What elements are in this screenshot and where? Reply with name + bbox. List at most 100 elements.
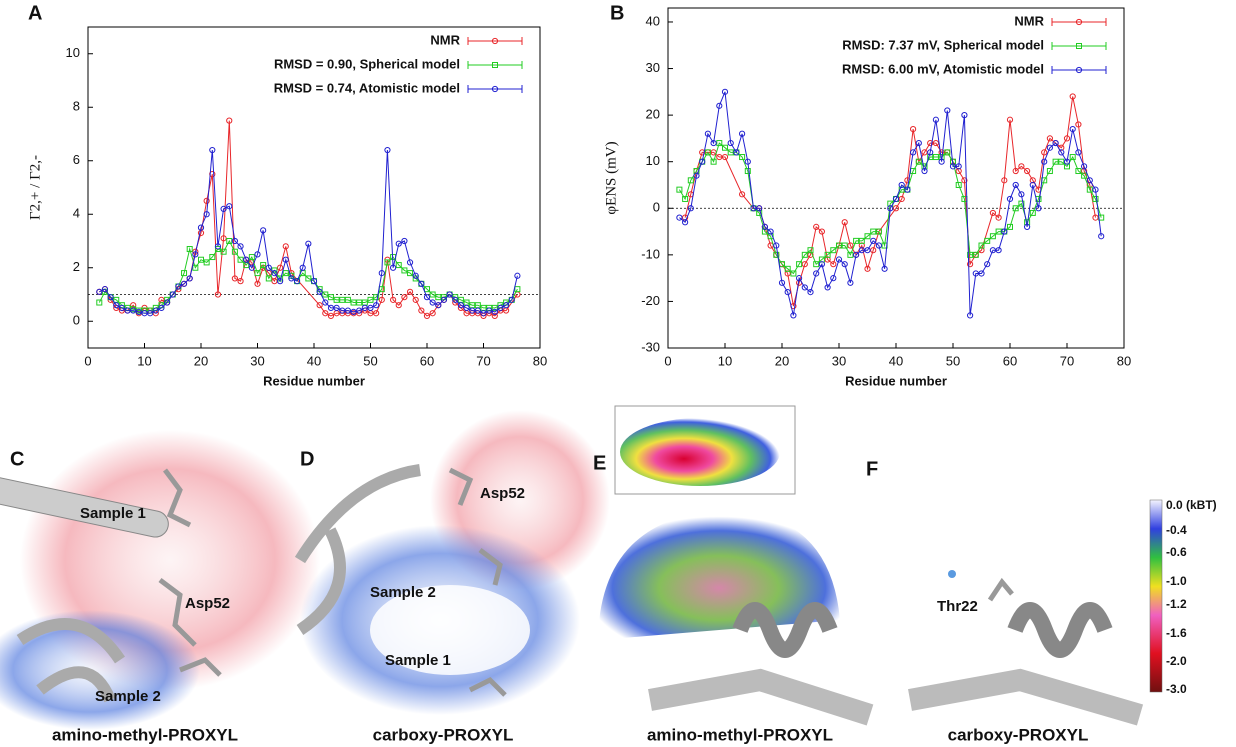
marker (248, 264, 255, 271)
marker (1041, 149, 1048, 156)
colorbar-label: -1.2 (1166, 597, 1187, 611)
marker (1075, 121, 1082, 128)
marker (231, 275, 238, 282)
helix (0, 476, 169, 538)
marker (1012, 181, 1019, 189)
density-cloud (0, 610, 200, 730)
marker (209, 254, 216, 261)
colorbar-label: -0.4 (1166, 523, 1187, 537)
marker (995, 214, 1002, 221)
marker (778, 279, 786, 286)
marker (158, 304, 165, 311)
x-tick-label: 80 (533, 353, 547, 368)
y-tick-label: 2 (73, 259, 80, 274)
marker (1058, 158, 1065, 165)
marker (739, 154, 746, 161)
x-tick-label: 30 (250, 353, 264, 368)
marker (836, 242, 842, 249)
marker (231, 248, 238, 255)
annotation: Sample 2 (95, 688, 161, 705)
marker (1007, 223, 1013, 230)
marker (967, 312, 974, 319)
marker (1069, 154, 1076, 161)
marker (915, 158, 922, 165)
y-tick-label: 0 (653, 200, 660, 215)
x-tick-label: 0 (84, 353, 91, 368)
colorbar-ramp (1149, 499, 1163, 693)
marker (491, 308, 498, 315)
marker (961, 177, 968, 184)
marker (676, 214, 683, 221)
marker (1012, 167, 1019, 175)
marker (322, 310, 329, 317)
marker (429, 291, 436, 298)
marker (288, 275, 295, 282)
marker (1041, 158, 1048, 165)
inset-heatmap (620, 418, 780, 486)
colorbar-label: -0.6 (1166, 545, 1187, 559)
marker (1081, 163, 1088, 170)
marker (497, 304, 504, 311)
marker (773, 251, 780, 258)
plot-frame (87, 26, 541, 349)
marker (508, 296, 515, 303)
marker (955, 163, 962, 170)
x-tick-label: 0 (664, 353, 671, 368)
colorbar-label: -3.0 (1166, 682, 1187, 696)
marker (932, 116, 940, 123)
marker (390, 264, 397, 271)
marker (1069, 93, 1076, 100)
marker (480, 310, 487, 317)
marker (733, 149, 740, 156)
marker (938, 158, 945, 165)
marker (784, 265, 791, 272)
marker (429, 299, 436, 306)
marker (350, 308, 357, 315)
y-axis-label: Γ2,+ / Γ2,- (27, 155, 43, 220)
marker (847, 251, 854, 258)
marker (322, 291, 329, 298)
marker (875, 228, 882, 235)
marker (921, 167, 928, 175)
marker (406, 288, 414, 295)
marker (853, 237, 860, 244)
marker (790, 312, 797, 319)
sheet (648, 668, 874, 726)
marker (1052, 139, 1059, 147)
marker (1063, 158, 1071, 165)
sheet (908, 668, 1144, 726)
marker (384, 259, 391, 266)
x-tick-label: 20 (194, 353, 208, 368)
marker (440, 296, 448, 303)
marker (978, 242, 985, 249)
marker (327, 294, 334, 301)
marker (107, 294, 114, 301)
marker (254, 270, 261, 277)
marker (1052, 158, 1059, 165)
y-tick-label: 0 (73, 313, 80, 328)
marker (390, 296, 397, 303)
series-line (679, 91, 1102, 316)
marker (870, 237, 877, 244)
marker (220, 235, 227, 242)
panel-f: F Thr22 carboxy-PROXYL (866, 458, 1144, 744)
marker (813, 261, 820, 268)
marker (339, 296, 346, 303)
marker (824, 251, 831, 258)
x-tick-label: 10 (718, 353, 732, 368)
ring-hole (370, 585, 530, 675)
marker (186, 246, 193, 253)
marker (118, 304, 126, 311)
marker (801, 251, 808, 258)
marker (932, 154, 939, 161)
marker (687, 177, 694, 184)
marker (401, 237, 408, 245)
marker (1029, 177, 1036, 184)
marker (367, 296, 374, 303)
marker (1018, 163, 1025, 170)
marker (961, 112, 968, 119)
marker (841, 242, 848, 249)
marker (344, 296, 351, 303)
marker (378, 270, 385, 277)
annotation: Sample 2 (370, 584, 436, 601)
